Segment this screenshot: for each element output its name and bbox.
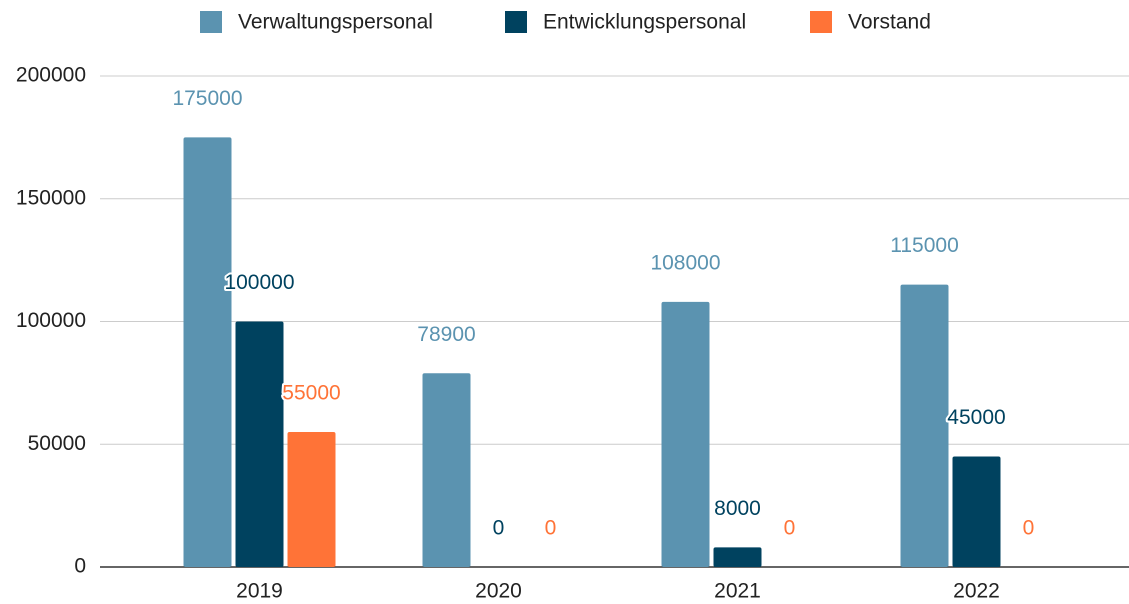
y-tick-label: 100000: [16, 309, 86, 332]
value-label: 8000: [714, 497, 761, 520]
y-tick-label: 50000: [28, 432, 86, 455]
bar: [422, 373, 471, 567]
value-label: 175000: [172, 87, 242, 110]
bar: [287, 431, 336, 567]
x-tick-label: 2021: [714, 580, 761, 603]
value-label: 0: [1023, 517, 1035, 540]
x-tick-label: 2020: [475, 580, 522, 603]
value-label: 100000: [224, 271, 294, 294]
bar: [713, 547, 762, 567]
bar: [900, 284, 949, 567]
value-label: 0: [545, 517, 557, 540]
value-label: 0: [493, 517, 505, 540]
value-label: 55000: [282, 382, 340, 405]
bar: [183, 137, 232, 567]
legend-label: Vorstand: [848, 11, 931, 34]
legend-label: Verwaltungspersonal: [238, 11, 433, 34]
legend-swatch: [505, 11, 527, 33]
value-label: 0: [784, 517, 796, 540]
legend-swatch: [810, 11, 832, 33]
bar: [235, 321, 284, 567]
legend-label: Entwicklungspersonal: [543, 11, 746, 34]
y-tick-label: 200000: [16, 64, 86, 87]
legend-swatch: [200, 11, 222, 33]
value-label: 108000: [650, 251, 720, 274]
x-tick-label: 2022: [953, 580, 1000, 603]
value-label: 45000: [947, 406, 1005, 429]
bar: [952, 456, 1001, 567]
value-label: 78900: [417, 323, 475, 346]
value-label: 115000: [890, 234, 959, 257]
y-tick-label: 0: [74, 555, 86, 578]
x-tick-label: 2019: [236, 580, 283, 603]
y-tick-label: 150000: [16, 186, 86, 209]
bar: [661, 301, 710, 567]
